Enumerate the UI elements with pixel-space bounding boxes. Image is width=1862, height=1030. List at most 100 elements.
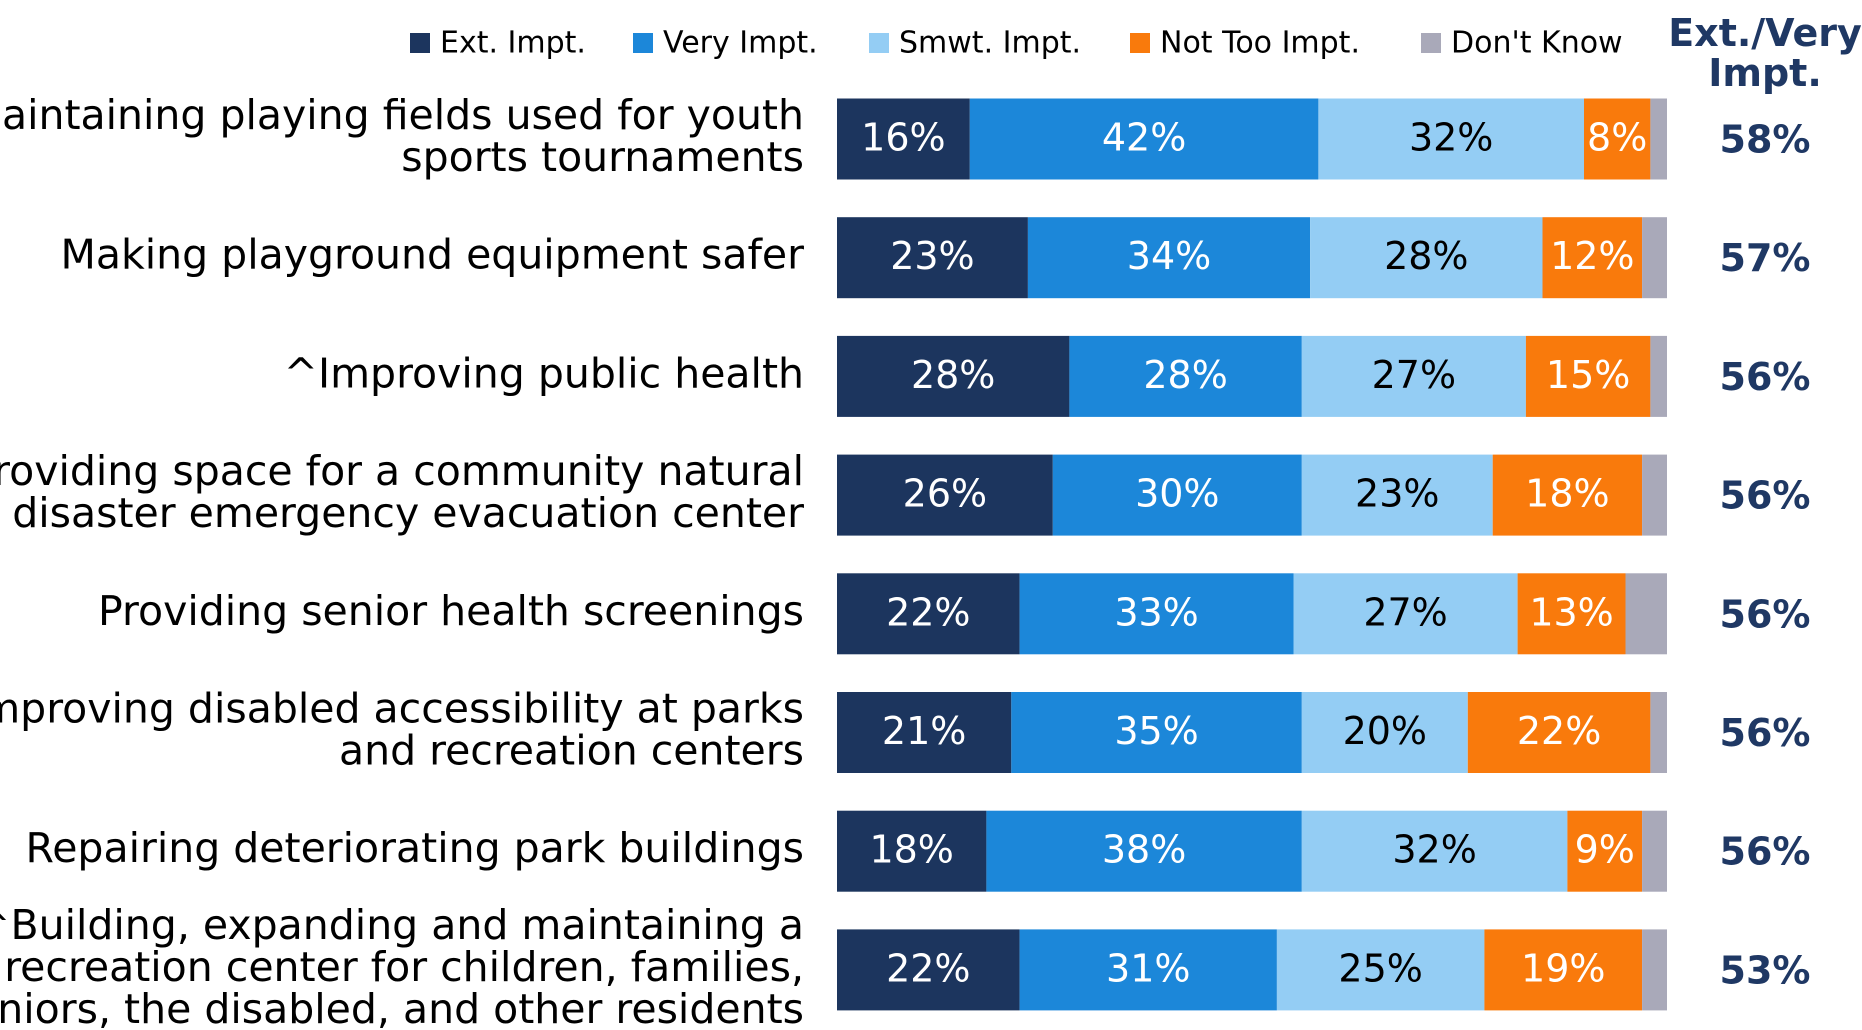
category-label: Maintaining playing fields used for yout… bbox=[0, 91, 804, 181]
category-label: ^Building, expanding and maintaining a re… bbox=[0, 901, 804, 1030]
bar-segment bbox=[1650, 335, 1667, 417]
data-label: 22% bbox=[1517, 709, 1601, 753]
data-label: 22% bbox=[886, 946, 970, 990]
bar-segment bbox=[1276, 929, 1485, 1011]
bar-segment bbox=[837, 454, 1053, 536]
bar-segment bbox=[1642, 810, 1667, 892]
data-label: 38% bbox=[1102, 828, 1186, 872]
bar-segment bbox=[1301, 810, 1568, 892]
bar-segment bbox=[837, 692, 1012, 773]
data-label: 20% bbox=[1343, 709, 1427, 753]
bar-segment bbox=[1293, 573, 1518, 655]
category-label: Repairing deteriorating park buildings bbox=[26, 824, 804, 872]
total-label: 57% bbox=[1720, 236, 1811, 280]
legend-label: Not Too Impt. bbox=[1160, 26, 1360, 61]
bar-segment bbox=[1019, 573, 1294, 655]
bar-segment bbox=[1484, 929, 1643, 1011]
legend-label: Ext. Impt. bbox=[440, 26, 586, 61]
bar-segment bbox=[969, 98, 1319, 180]
data-label: 19% bbox=[1521, 946, 1605, 990]
bar-segment bbox=[837, 335, 1070, 417]
data-label: 21% bbox=[882, 709, 966, 753]
bar-segment bbox=[1052, 454, 1302, 536]
legend-label: Very Impt. bbox=[663, 26, 818, 61]
total-label: 58% bbox=[1720, 118, 1811, 162]
data-label: 35% bbox=[1114, 709, 1198, 753]
legend-label: Smwt. Impt. bbox=[899, 26, 1081, 61]
data-label: 15% bbox=[1546, 353, 1630, 397]
category-label: Making playground equipment safer bbox=[61, 231, 805, 279]
data-label: 28% bbox=[911, 353, 995, 397]
bar-segment bbox=[1642, 454, 1667, 536]
bar-segment bbox=[1642, 929, 1667, 1011]
data-label: 31% bbox=[1106, 946, 1190, 990]
legend-swatch bbox=[869, 33, 889, 53]
data-label: 32% bbox=[1409, 116, 1493, 160]
data-label: 33% bbox=[1114, 590, 1198, 634]
legend-swatch bbox=[1421, 33, 1441, 53]
bar-segment bbox=[837, 573, 1020, 655]
total-label: 56% bbox=[1720, 830, 1811, 874]
legend-swatch bbox=[1130, 33, 1150, 53]
data-label: 27% bbox=[1372, 353, 1456, 397]
data-label: 42% bbox=[1102, 116, 1186, 160]
category-label: Providing senior health screenings bbox=[98, 587, 804, 635]
data-label: 30% bbox=[1135, 472, 1219, 516]
total-label: 56% bbox=[1720, 355, 1811, 399]
bar-segment bbox=[1650, 692, 1667, 773]
data-label: 16% bbox=[861, 116, 945, 160]
data-label: 23% bbox=[890, 234, 974, 278]
bar-segment bbox=[1011, 692, 1302, 773]
bar-segment bbox=[1027, 217, 1311, 299]
bar-segment bbox=[837, 98, 970, 180]
data-label: 9% bbox=[1575, 828, 1635, 872]
total-label: 56% bbox=[1720, 474, 1811, 518]
bar-segment bbox=[1642, 217, 1667, 299]
category-label: Providing space for a community natural d… bbox=[0, 447, 804, 537]
bar-segment bbox=[1492, 454, 1643, 536]
bar-segment bbox=[1467, 692, 1651, 773]
bar-segment bbox=[1301, 335, 1526, 417]
data-label: 12% bbox=[1550, 234, 1634, 278]
bar-segment bbox=[837, 929, 1020, 1011]
bar-segment bbox=[1567, 810, 1643, 892]
bar-segment bbox=[1517, 573, 1626, 655]
bar-segment bbox=[1525, 335, 1651, 417]
legend-swatch bbox=[410, 33, 430, 53]
data-label: 25% bbox=[1338, 946, 1422, 990]
data-label: 27% bbox=[1363, 590, 1447, 634]
data-label: 34% bbox=[1127, 234, 1211, 278]
category-label: ^Improving public health bbox=[284, 349, 804, 397]
data-label: 26% bbox=[903, 472, 987, 516]
bar-segment bbox=[837, 217, 1028, 299]
bar-segment bbox=[1625, 573, 1667, 655]
data-label: 32% bbox=[1392, 828, 1476, 872]
data-label: 22% bbox=[886, 590, 970, 634]
totals-header: Ext./Very Impt. bbox=[1668, 11, 1862, 95]
bar-segment bbox=[1069, 335, 1302, 417]
legend-label: Don't Know bbox=[1451, 26, 1623, 61]
total-label: 56% bbox=[1720, 592, 1811, 636]
data-label: 18% bbox=[869, 828, 953, 872]
data-label: 13% bbox=[1529, 590, 1613, 634]
data-label: 18% bbox=[1525, 472, 1609, 516]
legend-swatch bbox=[633, 33, 653, 53]
bar-segment bbox=[1650, 98, 1667, 180]
bar-segment bbox=[986, 810, 1302, 892]
category-label: Improving disabled accessibility at park… bbox=[0, 685, 804, 775]
bar-segment bbox=[1584, 98, 1651, 180]
data-label: 28% bbox=[1143, 353, 1227, 397]
bar-segment bbox=[1301, 692, 1468, 773]
bar-segment bbox=[1318, 98, 1584, 180]
bar-segment bbox=[1301, 454, 1493, 536]
bar-segment bbox=[1019, 929, 1277, 1011]
bar-segment bbox=[837, 810, 987, 892]
data-label: 23% bbox=[1355, 472, 1439, 516]
total-label: 53% bbox=[1720, 948, 1811, 992]
data-label: 28% bbox=[1384, 234, 1468, 278]
data-label: 8% bbox=[1587, 116, 1647, 160]
bar-segment bbox=[1310, 217, 1543, 299]
total-label: 56% bbox=[1720, 711, 1811, 755]
bar-segment bbox=[1542, 217, 1643, 299]
